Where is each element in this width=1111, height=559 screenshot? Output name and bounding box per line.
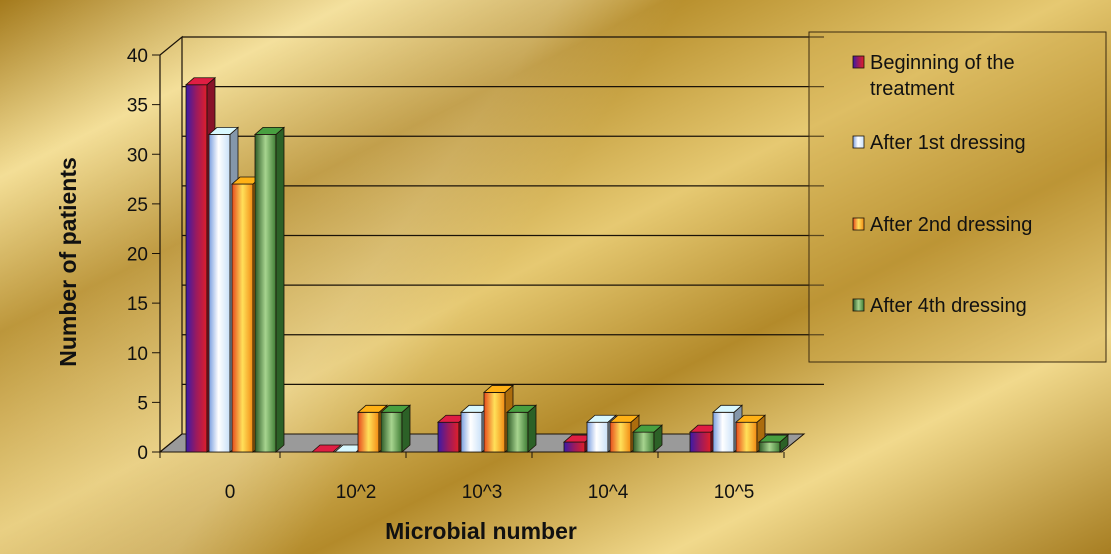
x-tick-label: 10^4 (588, 482, 629, 503)
legend-swatch (852, 217, 865, 231)
x-tick-label: 10^3 (462, 482, 503, 503)
y-tick-label: 10 (127, 344, 148, 365)
y-tick-label: 20 (127, 245, 148, 266)
y-tick-label: 15 (127, 294, 148, 315)
legend-item: After 4th dressing (852, 295, 1027, 317)
y-tick-label: 0 (137, 443, 148, 464)
y-tick-label: 35 (127, 96, 148, 117)
x-axis-title: Microbial number (385, 518, 577, 544)
legend-swatch (852, 135, 865, 149)
bar (734, 414, 767, 453)
bar (631, 424, 664, 453)
legend-item: Beginning of the treatment (852, 52, 1015, 100)
legend-item: After 1st dressing (852, 132, 1026, 154)
legend-item: After 2nd dressing (852, 214, 1032, 236)
y-tick-label: 40 (127, 46, 148, 67)
legend-label: After 2nd dressing (870, 214, 1032, 236)
legend-label: After 4th dressing (870, 295, 1027, 317)
bar (253, 126, 286, 453)
legend-label: After 1st dressing (870, 132, 1026, 154)
x-tick-label: 10^2 (336, 482, 377, 503)
legend: Beginning of the treatment After 1st dress… (808, 31, 1107, 363)
y-axis-line (159, 35, 183, 454)
y-tick-label: 25 (127, 195, 148, 216)
bars (184, 76, 790, 453)
legend-swatch (852, 55, 865, 69)
gridlines (182, 36, 824, 386)
legend-label: Beginning of the (870, 52, 1015, 74)
bar (310, 444, 343, 453)
legend-swatch (852, 298, 865, 312)
y-axis-title: Number of patients (55, 157, 81, 367)
axes (152, 35, 785, 458)
y-tick-label: 30 (127, 145, 148, 166)
x-tick-labels: 0 10^2 10^3 10^4 10^5 (225, 482, 755, 503)
y-tick-labels: 0 5 10 15 20 25 30 35 40 (127, 46, 148, 464)
x-tick-label: 0 (225, 482, 236, 503)
x-tick-label: 10^5 (714, 482, 755, 503)
legend-label: treatment (870, 78, 955, 100)
y-tick-label: 5 (137, 393, 148, 414)
bar (505, 404, 538, 453)
bar (379, 404, 412, 453)
bar (757, 434, 790, 453)
